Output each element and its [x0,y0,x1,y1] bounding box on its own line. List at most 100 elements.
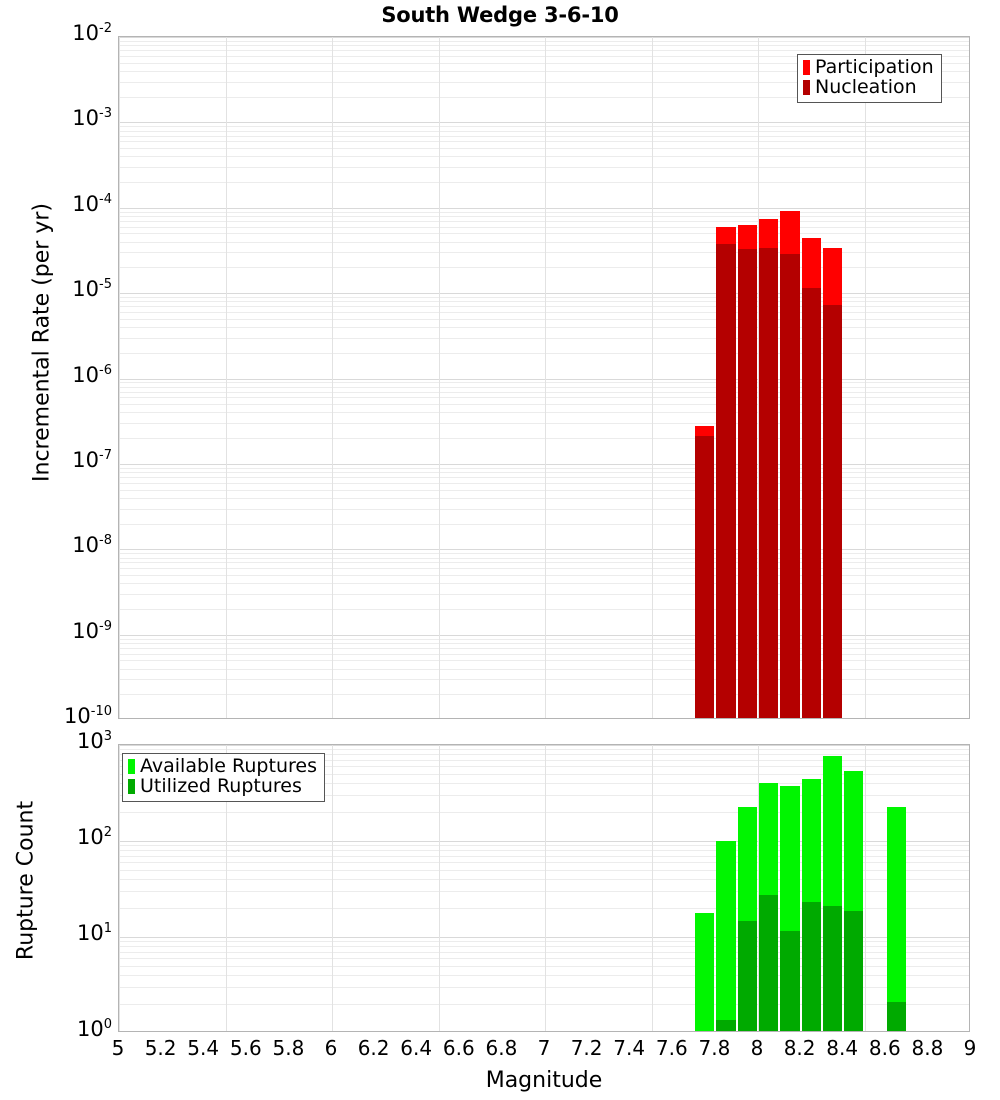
gridline-horizontal [119,130,969,132]
gridline-horizontal [119,850,969,852]
legend-swatch-available [128,759,135,775]
gridline-horizontal [119,759,969,761]
gridline-horizontal [119,557,969,559]
gridline-horizontal [119,81,969,83]
x-tick-label: 7 [537,1036,551,1060]
y-tick-label: 101 [76,921,112,945]
gridline-vertical [545,745,546,1031]
gridline-vertical [651,37,653,718]
gridline-horizontal [119,679,969,681]
gridline-horizontal [119,297,969,299]
bar-utilized-ruptures [737,920,757,1031]
legend-item-nucleation[interactable]: Nucleation [803,75,934,98]
gridline-horizontal [119,1004,969,1006]
legend-item-utilized-ruptures[interactable]: Utilized Ruptures [128,774,317,797]
x-tick-label: 6.8 [485,1036,518,1060]
x-tick-label: 7.8 [698,1036,731,1060]
gridline-horizontal [119,508,969,510]
x-tick-label: 7.4 [613,1036,646,1060]
page-title: South Wedge 3-6-10 [381,3,619,27]
bar-utilized-ruptures [886,1002,907,1031]
gridline-horizontal [119,489,969,491]
gridline-horizontal [119,975,969,977]
gridline-horizontal [119,879,969,881]
legend-item-participation[interactable]: Participation [803,57,934,78]
bar-available-ruptures [716,841,736,1031]
gridline-horizontal [119,352,969,354]
gridline-horizontal [119,156,969,158]
gridline-horizontal [119,965,969,967]
gridline-horizontal [119,463,969,465]
gridline-horizontal [119,252,969,254]
legend-label-utilized: Utilized Ruptures [140,774,302,797]
gridline-vertical [864,37,866,718]
legend-swatch-nucleation [803,80,810,96]
bar-nucleation [759,248,779,718]
gridline-horizontal [119,869,969,871]
bar-nucleation [695,436,715,718]
gridline-horizontal [119,404,969,406]
gridline-horizontal [119,946,969,948]
x-tick-label: 7.6 [655,1036,688,1060]
gridline-horizontal [119,382,969,384]
x-tick-label: 9 [963,1036,977,1060]
gridline-horizontal [119,306,969,308]
gridline-horizontal [119,553,969,555]
gridline-horizontal [119,574,969,576]
gridline-horizontal [119,40,969,42]
y-tick-label: 103 [76,729,112,753]
gridline-horizontal [119,226,969,228]
gridline-horizontal [119,941,969,943]
y-tick-label: 10-3 [72,106,112,131]
gridline-horizontal [119,467,969,469]
gridline-horizontal [119,862,969,864]
gridline-vertical [438,37,440,718]
incremental-rate-plot [118,36,970,719]
y-tick-label: 10-7 [72,447,112,472]
gridline-horizontal [119,312,969,314]
bar-available-ruptures [886,807,907,1031]
x-tick-label: 8 [750,1036,764,1060]
bar-nucleation [737,249,757,718]
gridline-horizontal [119,327,969,329]
gridline-horizontal [119,549,969,551]
x-tick-label: 5.4 [187,1036,220,1060]
x-tick-label: 6.2 [357,1036,390,1060]
gridline-vertical [651,745,653,1031]
gridline-horizontal [119,660,969,662]
gridline-horizontal [119,397,969,399]
y-axis-label-bottom: Rupture Count [13,800,39,961]
gridlines-bottom [119,745,969,1031]
gridline-horizontal [119,412,969,414]
gridline-horizontal [119,642,969,644]
gridline-horizontal [119,523,969,525]
gridline-horizontal [119,845,969,847]
gridline-horizontal [119,216,969,218]
gridline-vertical [119,745,120,1031]
y-tick-label: 10-6 [72,362,112,387]
gridline-horizontal [119,987,969,989]
gridline-horizontal [119,497,969,499]
gridline-horizontal [119,958,969,960]
legend-swatch-utilized [128,779,135,795]
bar-utilized-ruptures [801,902,821,1031]
gridline-horizontal [119,908,969,910]
legend-item-available-ruptures[interactable]: Available Ruptures [128,756,317,777]
bar-utilized-ruptures [844,910,864,1031]
gridline-horizontal [119,293,969,295]
gridline-horizontal [119,55,969,57]
gridline-horizontal [119,135,969,137]
gridline-horizontal [119,583,969,585]
x-tick-label: 8.8 [911,1036,944,1060]
gridline-horizontal [119,745,969,746]
gridline-horizontal [119,812,969,814]
gridline-horizontal [119,96,969,98]
bar-utilized-ruptures [780,931,800,1031]
gridline-horizontal [119,568,969,570]
bar-available-ruptures [695,912,715,1031]
x-tick-label: 5 [111,1036,125,1060]
x-tick-label: 6.4 [400,1036,433,1060]
gridline-horizontal [119,70,969,72]
legend-label-nucleation: Nucleation [815,75,917,98]
y-tick-label: 10-4 [72,191,112,216]
